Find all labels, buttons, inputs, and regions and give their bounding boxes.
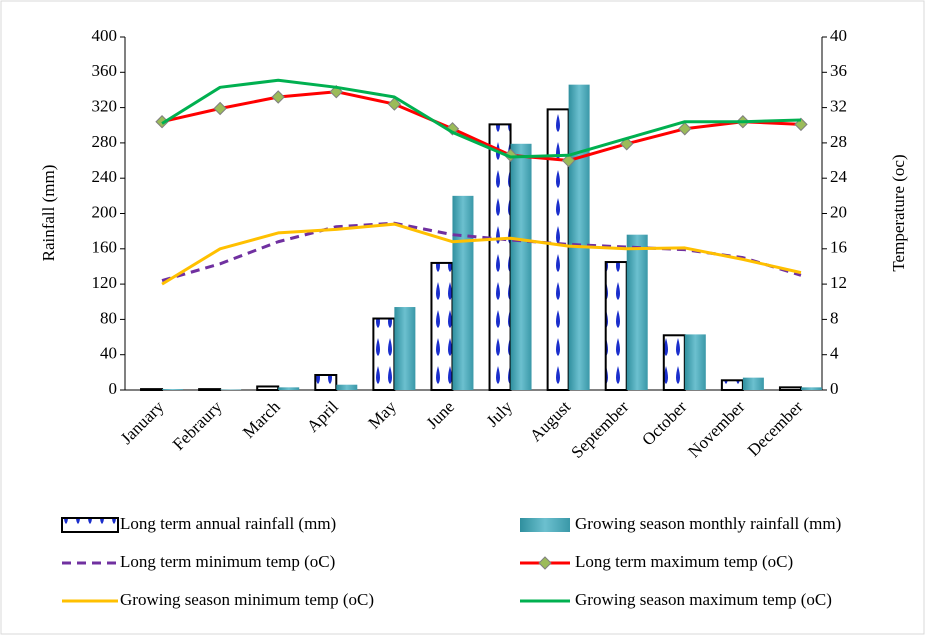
legend-label: Growing season minimum temp (oC) (120, 590, 374, 609)
y-tick-label: 360 (92, 61, 118, 80)
x-tick-label: May (364, 397, 400, 433)
marker (679, 123, 691, 135)
legend-label: Growing season monthly rainfall (mm) (575, 514, 841, 533)
bar (452, 196, 473, 390)
y-tick-label: 200 (92, 202, 118, 221)
bar (722, 380, 743, 390)
legend-swatch (520, 518, 570, 532)
page: {"chart_data": {"type": "bar", "y_label"… (0, 0, 925, 635)
legend-swatch (62, 518, 118, 532)
bar (141, 389, 162, 390)
y2-tick-label: 28 (830, 132, 847, 151)
legend-label: Long term annual rainfall (mm) (120, 514, 336, 533)
x-tick-label: August (526, 397, 574, 445)
bar (373, 319, 394, 390)
bar (606, 262, 627, 390)
x-tick-label: March (239, 397, 284, 442)
line (162, 80, 801, 157)
legend-marker (539, 557, 551, 569)
line (162, 224, 801, 284)
bar (511, 144, 532, 390)
bar (548, 109, 569, 390)
x-tick-label: December (744, 397, 807, 460)
y-tick-label: 40 (100, 344, 117, 363)
x-tick-label: April (303, 397, 342, 436)
y2-tick-label: 32 (830, 97, 847, 116)
y2-axis-label: Temperature (oc) (889, 154, 908, 271)
y-tick-label: 120 (92, 273, 118, 292)
x-tick-label: September (567, 397, 632, 462)
bar (490, 124, 511, 390)
x-tick-label: October (638, 397, 690, 449)
bar (315, 375, 336, 390)
bar (162, 389, 183, 390)
y-tick-label: 280 (92, 132, 118, 151)
bar (801, 387, 822, 390)
y2-tick-label: 16 (830, 238, 847, 257)
line (162, 92, 801, 161)
y-tick-label: 320 (92, 97, 118, 116)
y2-tick-label: 0 (830, 379, 839, 398)
marker (272, 91, 284, 103)
x-tick-label: June (423, 397, 458, 432)
bar (685, 334, 706, 390)
legend-label: Long term maximum temp (oC) (575, 552, 793, 571)
bar (664, 335, 685, 390)
y2-tick-label: 12 (830, 273, 847, 292)
bar (278, 387, 299, 390)
bar (743, 378, 764, 390)
legend-label: Growing season maximum temp (oC) (575, 590, 832, 609)
x-tick-label: July (483, 397, 517, 431)
bar (780, 387, 801, 390)
marker (214, 102, 226, 114)
y-tick-label: 160 (92, 238, 118, 257)
y2-tick-label: 40 (830, 26, 847, 45)
x-tick-label: November (684, 397, 748, 461)
y2-tick-label: 20 (830, 202, 847, 221)
bar (336, 385, 357, 390)
y2-tick-label: 8 (830, 308, 839, 327)
x-tick-label: January (117, 397, 168, 448)
y2-tick-label: 4 (830, 344, 839, 363)
bar (569, 85, 590, 390)
bar (257, 386, 278, 390)
bar (431, 263, 452, 390)
bar (394, 307, 415, 390)
x-tick-label: Febraury (169, 397, 226, 454)
bar (627, 235, 648, 390)
y-axis-label: Rainfall (mm) (39, 165, 58, 262)
bar (199, 389, 220, 390)
y-tick-label: 240 (92, 167, 118, 186)
chart: Rainfall (mm) Temperature (oc) 040801201… (0, 0, 925, 635)
y-tick-label: 400 (92, 26, 118, 45)
legend-label: Long term minimum temp (oC) (120, 552, 335, 571)
y2-tick-label: 24 (830, 167, 848, 186)
y-tick-label: 0 (109, 379, 118, 398)
y2-tick-label: 36 (830, 61, 847, 80)
y-tick-label: 80 (100, 308, 117, 327)
